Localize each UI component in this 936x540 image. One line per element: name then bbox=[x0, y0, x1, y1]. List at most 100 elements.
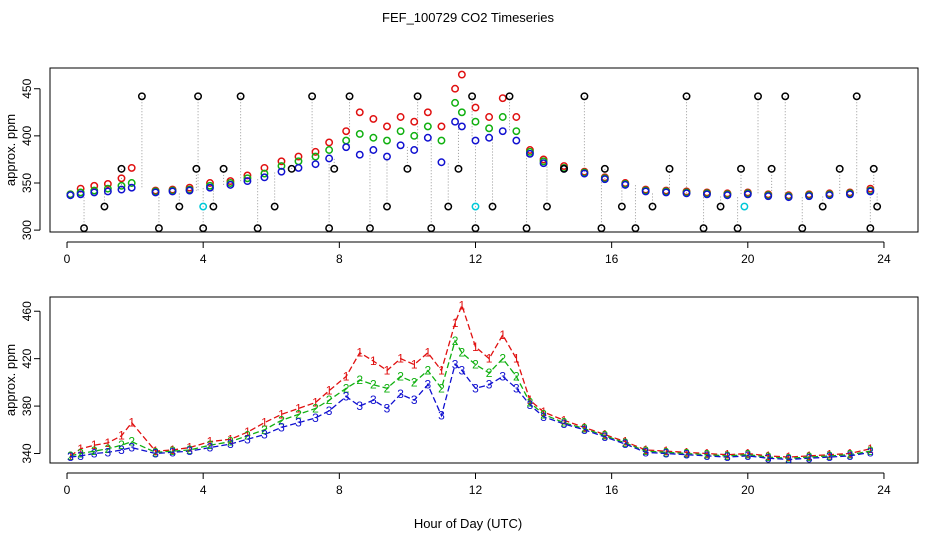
height-2-marker: 2 bbox=[826, 449, 833, 463]
bottom-x-tick-label: 0 bbox=[64, 483, 71, 497]
height-3-marker: 3 bbox=[261, 428, 268, 442]
height-3-marker: 3 bbox=[527, 398, 534, 412]
height-3-point bbox=[117, 185, 126, 194]
height-2-point bbox=[471, 117, 480, 126]
reference-point bbox=[505, 92, 514, 101]
height-1-marker: 1 bbox=[91, 438, 98, 452]
height-3-marker: 3 bbox=[278, 420, 285, 434]
height-1-marker: 1 bbox=[826, 448, 833, 462]
height-3-marker: 3 bbox=[105, 445, 112, 459]
height-1-marker: 1 bbox=[540, 405, 547, 419]
reference-point bbox=[835, 164, 844, 173]
height-3-marker: 3 bbox=[118, 443, 125, 457]
height-3-marker: 3 bbox=[785, 452, 792, 466]
top-x-tick-label: 12 bbox=[469, 252, 483, 266]
height-3-marker: 3 bbox=[847, 449, 854, 463]
height-2-point bbox=[355, 130, 364, 138]
height-3-point bbox=[845, 190, 854, 199]
height-3-point bbox=[498, 127, 507, 136]
height-2-marker: 2 bbox=[261, 423, 268, 437]
height-2-marker: 2 bbox=[186, 443, 193, 457]
height-2-point bbox=[498, 113, 507, 121]
reference-point bbox=[403, 164, 412, 173]
reference-point bbox=[444, 202, 453, 211]
top-y-tick-label: 450 bbox=[20, 78, 34, 98]
height-1-marker: 1 bbox=[486, 352, 493, 366]
height-2-marker: 2 bbox=[785, 451, 792, 465]
height-3-marker: 3 bbox=[459, 364, 466, 378]
reference-point bbox=[154, 224, 163, 233]
height-1-marker: 1 bbox=[724, 448, 731, 462]
height-1-marker: 1 bbox=[295, 401, 302, 415]
reference-point bbox=[454, 164, 463, 173]
height-3-marker: 3 bbox=[513, 381, 520, 395]
height-1-marker: 1 bbox=[312, 396, 319, 410]
height-3-marker: 3 bbox=[326, 404, 333, 418]
height-3-point bbox=[471, 136, 480, 145]
height-3-point bbox=[90, 188, 99, 197]
reference-point bbox=[781, 92, 790, 101]
bottom-y-tick-label: 380 bbox=[20, 396, 34, 416]
height-2-marker: 2 bbox=[806, 450, 813, 464]
height-3-point bbox=[703, 190, 711, 199]
height-2-marker: 2 bbox=[527, 396, 534, 410]
reference-point bbox=[522, 224, 531, 233]
top-y-tick-label: 400 bbox=[20, 126, 34, 146]
height-2-point bbox=[117, 181, 126, 190]
height-1-marker: 1 bbox=[67, 449, 74, 463]
height-2-marker: 2 bbox=[105, 442, 112, 456]
height-1-marker: 1 bbox=[806, 449, 813, 463]
height-2-line bbox=[70, 339, 871, 459]
reference-point bbox=[873, 202, 882, 211]
height-2-marker: 2 bbox=[326, 393, 333, 407]
top-x-tick-label: 4 bbox=[200, 252, 207, 266]
height-1-marker: 1 bbox=[472, 340, 479, 354]
height-3-point bbox=[168, 187, 177, 196]
height-1-marker: 1 bbox=[704, 447, 711, 461]
height-1-marker: 1 bbox=[438, 364, 445, 378]
reference-point bbox=[253, 224, 262, 233]
height-1-marker: 1 bbox=[622, 435, 629, 449]
reference-point bbox=[383, 202, 391, 211]
height-1-marker: 1 bbox=[581, 420, 588, 434]
reference-point bbox=[413, 92, 422, 101]
height-1-marker: 1 bbox=[683, 445, 690, 459]
height-1-marker: 1 bbox=[244, 425, 251, 439]
reference-point bbox=[580, 92, 589, 101]
top-y-tick-label: 350 bbox=[20, 173, 34, 193]
height-3-marker: 3 bbox=[186, 444, 193, 458]
height-2-point bbox=[243, 174, 252, 183]
bottom-x-tick-label: 8 bbox=[336, 483, 343, 497]
height-2-marker: 2 bbox=[452, 334, 459, 348]
reference-point bbox=[716, 202, 725, 211]
reference-point bbox=[733, 224, 742, 233]
height-3-point bbox=[66, 191, 75, 200]
height-1-marker: 1 bbox=[785, 450, 792, 464]
reference-point bbox=[488, 202, 497, 211]
height-2-marker: 2 bbox=[343, 381, 350, 395]
height-3-marker: 3 bbox=[207, 441, 214, 455]
height-2-point bbox=[311, 152, 320, 161]
x-axis-title: Hour of Day (UTC) bbox=[414, 516, 522, 531]
height-2-marker: 2 bbox=[744, 448, 751, 462]
reference-point bbox=[325, 224, 334, 233]
height-3-point bbox=[127, 183, 136, 192]
height-1-point bbox=[311, 147, 320, 156]
height-3-marker: 3 bbox=[91, 447, 98, 461]
height-3-marker: 3 bbox=[343, 390, 350, 404]
reference-point bbox=[866, 224, 875, 233]
height-3-marker: 3 bbox=[704, 449, 711, 463]
height-1-marker: 1 bbox=[326, 384, 333, 398]
height-3-marker: 3 bbox=[472, 381, 479, 395]
height-3-point bbox=[437, 158, 446, 167]
height-3-point bbox=[151, 188, 160, 197]
height-2-marker: 2 bbox=[244, 429, 251, 443]
height-3-point bbox=[260, 173, 269, 182]
height-2-marker: 2 bbox=[397, 369, 404, 383]
height-1-marker: 1 bbox=[561, 413, 568, 427]
height-2-point bbox=[325, 146, 334, 154]
reference-point bbox=[468, 92, 477, 101]
height-3-point bbox=[243, 177, 252, 186]
height-3-marker: 3 bbox=[683, 448, 690, 462]
